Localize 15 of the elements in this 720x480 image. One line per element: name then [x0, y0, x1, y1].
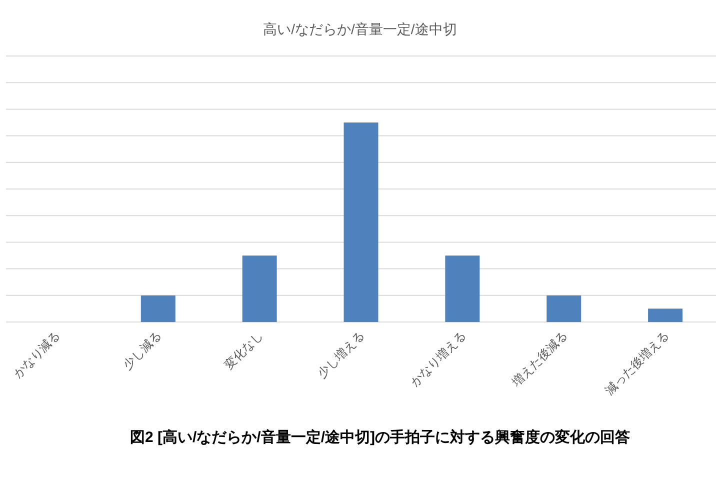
bar [445, 256, 480, 322]
x-tick-label: 変化なし [222, 328, 266, 372]
x-tick-label: 少し減る [120, 328, 164, 372]
bar [648, 308, 683, 322]
x-tick-label: 少し増える [314, 328, 368, 381]
x-tick-label: かなり増える [408, 328, 469, 390]
bar [344, 122, 378, 322]
bar [140, 295, 176, 322]
x-tick-label: 増えた後減る [508, 328, 570, 390]
bar [242, 256, 277, 322]
bar [546, 295, 582, 322]
x-tick-label: 減った後増える [602, 328, 672, 398]
caption: 図2 [高い/なだらか/音量一定/途中切]の手拍子に対する興奮度の変化の回答 [130, 428, 630, 446]
chart-title: 高い/なだらか/音量一定/途中切 [263, 21, 457, 37]
x-tick-label: かなり減る [10, 328, 63, 381]
